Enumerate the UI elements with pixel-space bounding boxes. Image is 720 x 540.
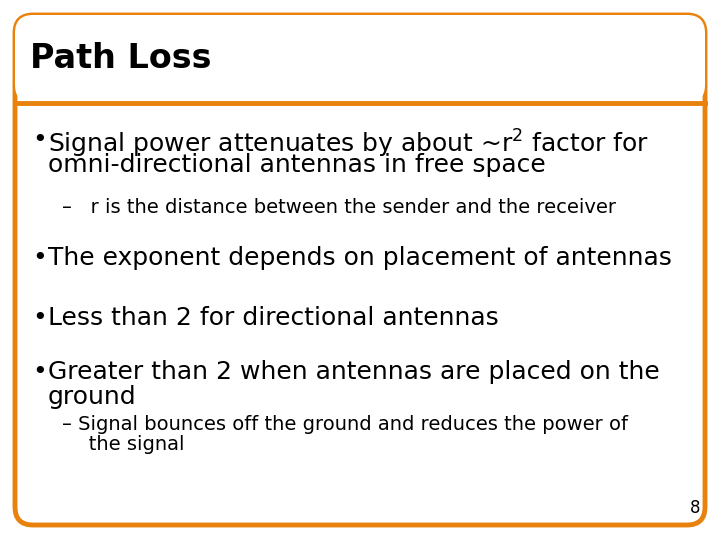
Text: the signal: the signal (70, 435, 184, 454)
Text: ground: ground (48, 385, 137, 409)
Text: Greater than 2 when antennas are placed on the: Greater than 2 when antennas are placed … (48, 360, 660, 384)
Text: The exponent depends on placement of antennas: The exponent depends on placement of ant… (48, 246, 672, 270)
Text: •: • (32, 128, 47, 152)
FancyBboxPatch shape (15, 15, 705, 103)
FancyBboxPatch shape (15, 15, 705, 525)
Text: –   r is the distance between the sender and the receiver: – r is the distance between the sender a… (62, 198, 616, 217)
Text: 8: 8 (690, 499, 700, 517)
Text: Signal power attenuates by about ~r$^{2}$ factor for: Signal power attenuates by about ~r$^{2}… (48, 128, 649, 160)
Text: – Signal bounces off the ground and reduces the power of: – Signal bounces off the ground and redu… (62, 415, 628, 434)
Text: Less than 2 for directional antennas: Less than 2 for directional antennas (48, 306, 499, 330)
Text: Path Loss: Path Loss (30, 42, 212, 75)
Text: •: • (32, 360, 47, 384)
Text: omni-directional antennas in free space: omni-directional antennas in free space (48, 153, 546, 177)
Text: •: • (32, 246, 47, 270)
Text: •: • (32, 306, 47, 330)
